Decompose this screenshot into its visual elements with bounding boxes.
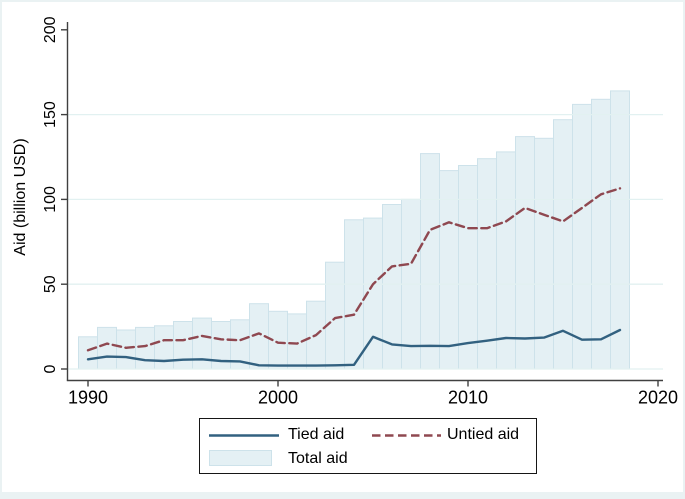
y-tick-label-0: 0 [42,364,59,373]
bar-2004 [344,219,364,370]
x-tick-label-2000: 2000 [258,388,298,408]
y-axis-title: Aid (billion USD) [12,138,29,256]
y-tick-label-200: 200 [42,16,59,43]
bar-2012 [496,151,516,370]
bar-1996 [192,317,212,370]
bar-2016 [572,103,592,370]
bar-1995 [173,321,193,370]
bar-2003 [325,261,345,370]
x-tick-label-2020: 2020 [638,388,678,408]
total-aid-bar-swatch [209,450,272,466]
bar-1990 [78,336,98,370]
bar-2018 [610,90,630,370]
bar-1991 [97,326,117,370]
x-tick-label-1990: 1990 [68,388,108,408]
x-tick-label-2010: 2010 [448,388,488,408]
bar-2009 [439,170,459,370]
bar-2017 [591,98,611,370]
bar-1992 [116,329,136,370]
bar-2008 [420,153,440,370]
bar-2011 [477,158,497,370]
bar-2010 [458,165,478,370]
y-tick-label-50: 50 [42,275,59,293]
bar-1993 [135,326,155,370]
legend-label-tied-aid: Tied aid [288,426,345,443]
bar-2013 [515,136,535,370]
tied-aid-line [86,328,622,367]
y-tick-label-100: 100 [42,186,59,213]
bar-1994 [154,325,174,370]
chart-legend: Tied aid Untied aid Total aid [199,418,537,474]
legend-label-untied-aid: Untied aid [447,426,520,443]
tied-aid-line-swatch [209,434,279,437]
untied-aid-dashed-swatch [372,434,441,437]
y-tick-label-150: 150 [42,101,59,128]
legend-label-total-aid: Total aid [288,450,348,467]
untied-aid-line [86,187,622,352]
